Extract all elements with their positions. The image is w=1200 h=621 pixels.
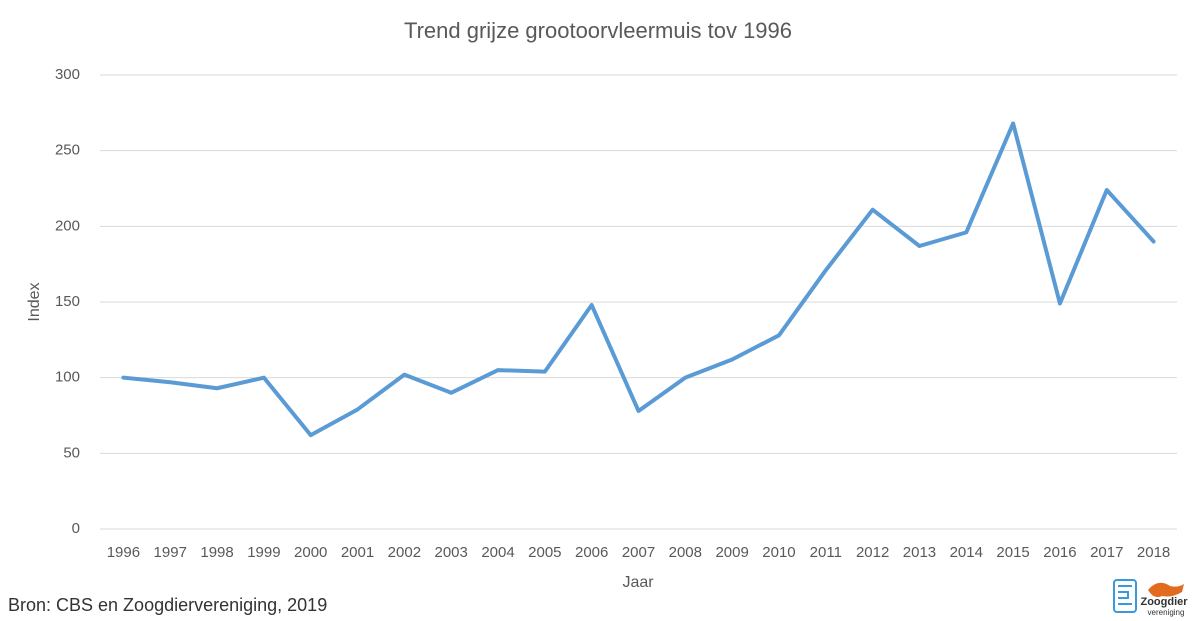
x-tick-label: 2003 [435,544,468,561]
x-tick-label: 2015 [996,544,1029,561]
x-tick-label: 2016 [1043,544,1076,561]
data-line [121,121,1156,438]
zoogdier-logo [1148,582,1184,598]
y-tick-label: 300 [55,66,80,83]
y-axis-label: Index [26,282,43,321]
x-axis-label: Jaar [622,574,654,591]
x-tick-label: 2005 [528,544,561,561]
y-tick-label: 250 [55,142,80,159]
logo-text: Zoogdier [1140,596,1188,608]
y-tick-label: 50 [63,444,80,461]
y-tick-label: 200 [55,217,80,234]
chart-title: Trend grijze grootoorvleermuis tov 1996 [404,18,792,43]
y-tick-label: 150 [55,293,80,310]
x-tick-label: 1998 [200,544,233,561]
cbs-logo [1113,579,1137,613]
logo-subtext: vereniging [1148,608,1185,617]
y-tick-label: 0 [72,520,80,537]
x-tick-label: 1999 [247,544,280,561]
x-tick-label: 2018 [1137,544,1170,561]
x-tick-label: 2007 [622,544,655,561]
x-tick-label: 2008 [669,544,702,561]
x-tick-label: 2004 [481,544,514,561]
x-tick-label: 2014 [950,544,983,561]
x-tick-label: 2001 [341,544,374,561]
x-tick-label: 2012 [856,544,889,561]
x-tick-label: 2013 [903,544,936,561]
x-tick-label: 2017 [1090,544,1123,561]
source-note: Bron: CBS en Zoogdiervereniging, 2019 [8,595,327,615]
x-tick-label: 2000 [294,544,327,561]
x-tick-label: 2011 [810,544,842,561]
x-tick-label: 2002 [388,544,421,561]
x-tick-label: 1997 [154,544,187,561]
y-tick-label: 100 [55,369,80,386]
x-tick-label: 2006 [575,544,608,561]
x-tick-label: 2010 [762,544,795,561]
x-tick-label: 1996 [107,544,140,561]
x-tick-label: 2009 [715,544,748,561]
